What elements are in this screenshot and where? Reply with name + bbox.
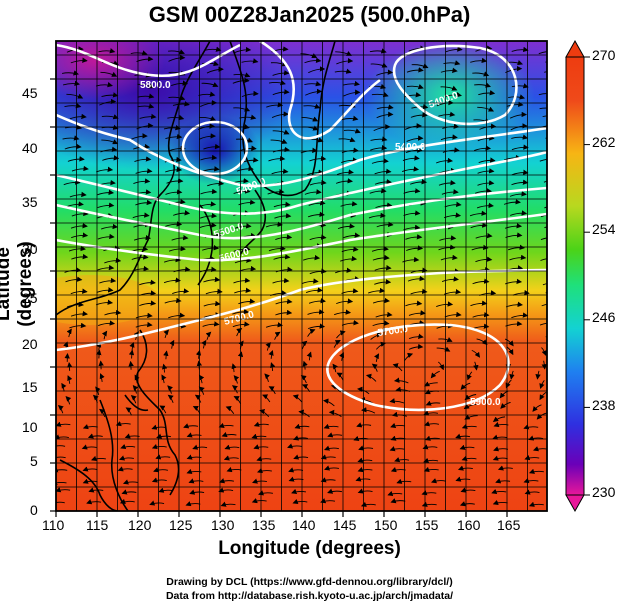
streamline: [546, 291, 562, 293]
colorbar: [566, 41, 590, 511]
contour-label: 5900.0: [470, 397, 501, 408]
streamline: [546, 149, 562, 151]
streamline: [548, 312, 564, 314]
streamline: [543, 116, 559, 117]
streamline: [547, 249, 563, 251]
contour-label: 5800.0: [140, 80, 171, 91]
colorbar-min-arrow: [566, 495, 584, 511]
streamline: [131, 362, 132, 370]
weather-map: 5400.0 5400.0 5400.0 5500.0 5600.0 5700.…: [0, 0, 619, 605]
streamline: [548, 192, 564, 194]
streamline: [546, 137, 562, 138]
streamline: [548, 85, 564, 88]
colorbar-max-arrow: [566, 41, 584, 57]
streamline: [547, 170, 563, 172]
streamline: [547, 269, 563, 271]
colorbar-scale: [566, 57, 584, 495]
